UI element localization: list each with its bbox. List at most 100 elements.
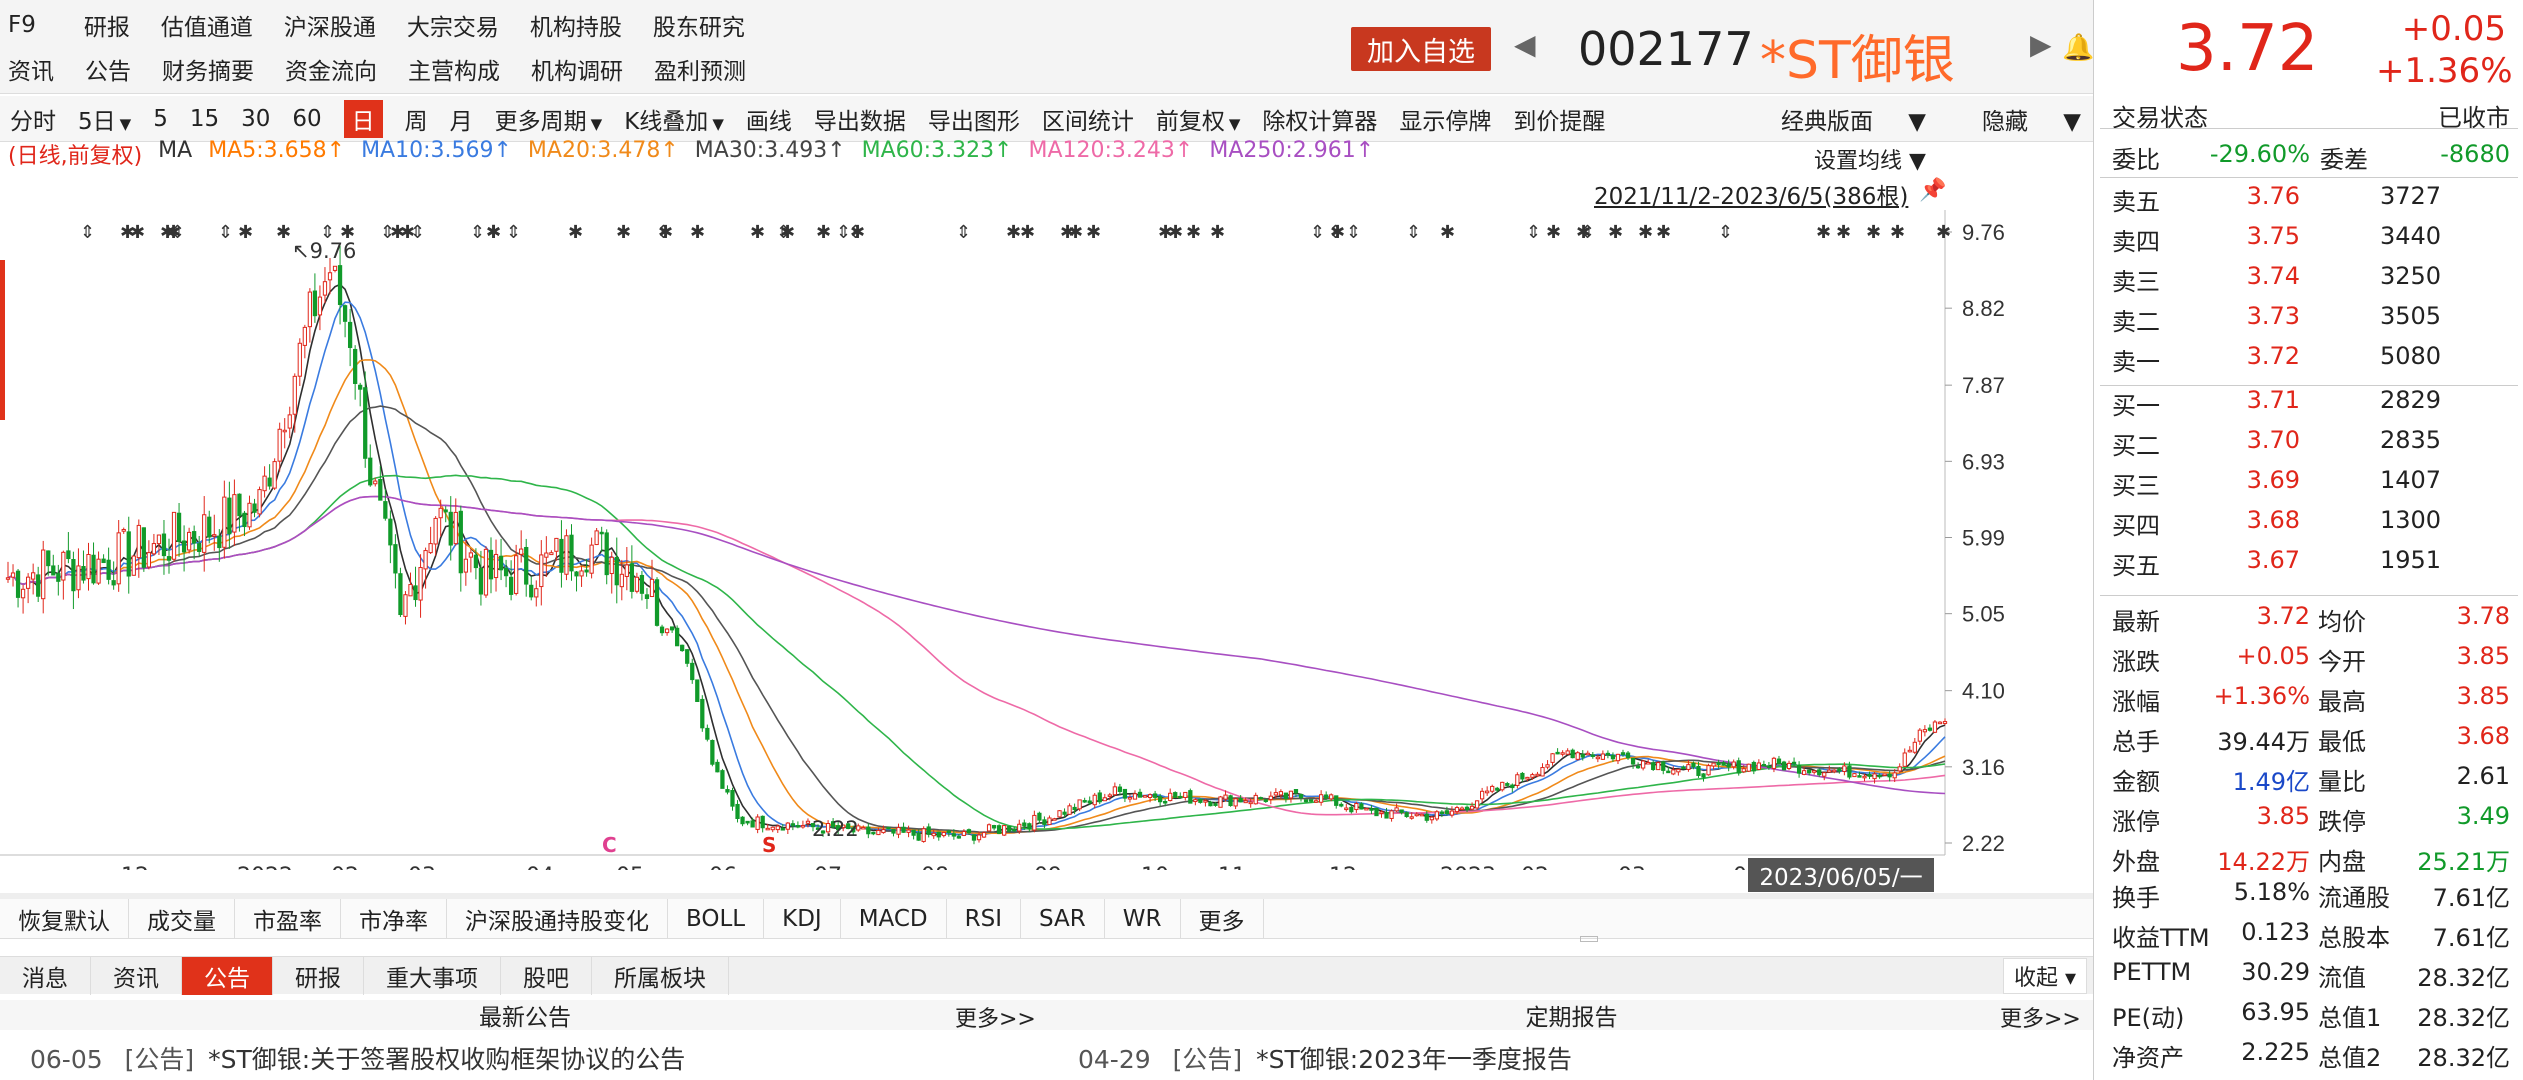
set-ma-dropdown[interactable]: 设置均线 ▼ <box>1814 149 1926 174</box>
candle-body <box>1887 773 1892 778</box>
chevron-down-icon: ▼ <box>712 114 724 133</box>
candle-body <box>780 827 785 831</box>
pin-icon[interactable]: 📌 <box>1919 178 1947 203</box>
toolbar-item[interactable]: 周 <box>405 102 428 136</box>
candle-body <box>181 540 187 553</box>
toolbar-item[interactable]: 导出数据 <box>814 102 906 136</box>
toolbar-item[interactable]: 显示停牌 <box>1399 102 1491 136</box>
indicator-tab[interactable]: 市盈率 <box>235 898 341 939</box>
nav-link[interactable]: 机构持股 <box>529 15 622 41</box>
chevron-down-icon: ▼ <box>1901 109 1926 135</box>
nav-link[interactable]: 大宗交易 <box>406 15 499 41</box>
candle-body <box>669 626 675 631</box>
indicator-tab[interactable]: MACD <box>841 898 947 939</box>
candle-body <box>755 816 760 830</box>
nav-link[interactable]: 机构调研 <box>531 59 623 85</box>
indicator-tab[interactable]: WR <box>1105 898 1181 939</box>
nav-link[interactable]: 资金流向 <box>285 59 377 85</box>
candle-body <box>529 584 534 598</box>
event-marker-icon: ✱ <box>1440 222 1455 243</box>
candle-body <box>1087 800 1092 804</box>
toolbar-right-item[interactable]: 经典版面 ▼ <box>1753 102 1926 136</box>
candle-body <box>1022 822 1027 827</box>
nav-link[interactable]: 股东研究 <box>652 15 745 41</box>
candle-body <box>1867 773 1872 777</box>
toolbar-item[interactable]: 导出图形 <box>928 102 1020 136</box>
next-stock-arrow-icon[interactable]: ▶ <box>2030 28 2052 61</box>
indicator-tab[interactable]: 市净率 <box>341 898 447 939</box>
indicator-tab[interactable]: 沪深股通持股变化 <box>447 898 668 939</box>
toolbar-item[interactable]: 除权计算器 <box>1262 102 1377 136</box>
indicator-tab[interactable]: 恢复默认 <box>0 898 129 939</box>
candle-body <box>1313 800 1319 803</box>
info-tab[interactable]: 重大事项 <box>364 956 501 995</box>
candle-body <box>1017 823 1022 832</box>
candle-body <box>956 836 962 839</box>
info-tab[interactable]: 研报 <box>273 956 364 995</box>
indicator-tab[interactable]: 成交量 <box>129 898 235 939</box>
nav-link[interactable]: 研报 <box>83 15 130 41</box>
periodic-report-header: 定期报告 <box>1050 1000 2093 1031</box>
event-marker-icon: ✱ <box>1020 222 1035 243</box>
ask-label: 卖五 <box>2112 188 2160 216</box>
indicator-tab[interactable]: SAR <box>1021 898 1105 939</box>
nav-link[interactable]: 公告 <box>85 59 131 85</box>
event-marker-icon: ✱ <box>1866 222 1881 243</box>
candle-body <box>664 628 670 634</box>
toolbar-item[interactable]: 60 <box>292 106 321 132</box>
news-item-2[interactable]: 04-29 [公告] *ST御银:2023年一季度报告 <box>1078 1040 1572 1076</box>
info-tab[interactable]: 所属板块 <box>592 956 729 995</box>
candle-body <box>36 574 41 597</box>
toolbar-item[interactable]: 到价提醒 <box>1513 102 1605 136</box>
nav-link[interactable]: 财务摘要 <box>162 59 254 85</box>
nav-link[interactable]: 资讯 <box>8 59 54 85</box>
add-favorite-button[interactable]: 加入自选 <box>1351 27 1491 71</box>
toolbar-item[interactable]: 5 <box>153 106 168 132</box>
info-tab[interactable]: 公告 <box>182 956 273 995</box>
candle-body <box>654 579 660 626</box>
info-tab[interactable]: 股吧 <box>501 956 592 995</box>
toolbar-item[interactable]: 前复权 ▼ <box>1156 102 1241 136</box>
toolbar-item[interactable]: 30 <box>241 106 270 132</box>
toolbar-item[interactable]: 日 <box>343 99 383 138</box>
chart-scrollbar[interactable] <box>0 893 2093 899</box>
price-change: +0.05 +1.36% <box>2376 8 2513 92</box>
latest-more-link[interactable]: 更多>> <box>955 1007 1036 1032</box>
toolbar-item[interactable]: 画线 <box>746 102 792 136</box>
toolbar-item[interactable]: 15 <box>190 106 219 132</box>
periodic-more-link[interactable]: 更多>> <box>2000 1007 2081 1032</box>
candle-body <box>1480 790 1485 800</box>
toolbar-item[interactable]: K线叠加 ▼ <box>624 102 724 136</box>
toolbar-item[interactable]: 分时 <box>10 102 56 136</box>
nav-link[interactable]: 盈利预测 <box>654 59 746 85</box>
toolbar-item[interactable]: 5日 ▼ <box>78 102 131 136</box>
candle-body <box>483 548 489 596</box>
prev-stock-arrow-icon[interactable]: ◀ <box>1514 28 1536 61</box>
candle-body <box>1419 813 1424 817</box>
candle-body <box>1877 774 1882 778</box>
indicator-tab[interactable]: BOLL <box>668 898 765 939</box>
kline-chart[interactable]: 9.768.827.876.935.995.054.103.162.22⇕ ✱ ✱ ⇕… <box>0 0 2100 870</box>
toolbar-item[interactable]: 区间统计 <box>1042 102 1134 136</box>
toolbar-item[interactable]: 更多周期 ▼ <box>495 102 603 136</box>
candle-body <box>317 296 323 316</box>
toolbar-item[interactable]: 月 <box>450 102 473 136</box>
nav-link[interactable]: 沪深股通 <box>283 15 376 41</box>
info-tab[interactable]: 消息 <box>0 956 91 995</box>
news-item-1[interactable]: 06-05 [公告] *ST御银:关于签署股权收购框架协议的公告 <box>30 1040 685 1076</box>
toolbar-right-item[interactable]: 隐藏 ▼ <box>1954 102 2081 136</box>
f9-link[interactable]: F9 <box>8 12 36 38</box>
collapse-button[interactable]: 收起 ▾ <box>2003 958 2088 994</box>
candle-body <box>237 493 242 517</box>
indicator-tab[interactable]: KDJ <box>764 898 841 939</box>
candle-body <box>1620 752 1626 755</box>
info-tab[interactable]: 资讯 <box>91 956 182 995</box>
candle-body <box>1107 794 1112 797</box>
resize-handle[interactable] <box>1580 936 1598 942</box>
alert-bell-icon[interactable]: 🔔 <box>2062 33 2095 63</box>
nav-link[interactable]: 估值通道 <box>160 15 253 41</box>
indicator-tab[interactable]: 更多 <box>1181 898 1264 939</box>
candle-body <box>841 824 846 829</box>
nav-link[interactable]: 主营构成 <box>408 59 500 85</box>
indicator-tab[interactable]: RSI <box>947 898 1022 939</box>
